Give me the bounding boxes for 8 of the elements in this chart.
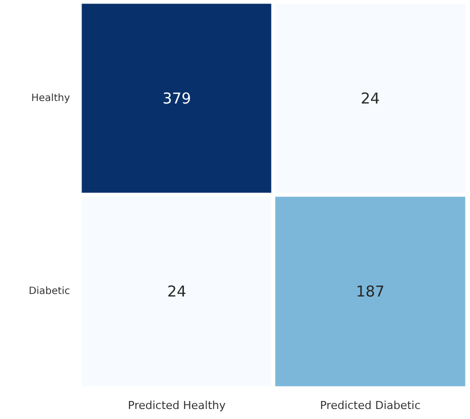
y-tick-label: Diabetic	[28, 286, 70, 297]
data-label: 379	[162, 90, 192, 108]
x-tick-label: Predicted Diabetic	[320, 399, 421, 412]
y-tick-label: Healthy	[31, 93, 70, 104]
data-label: 24	[360, 90, 380, 108]
data-label: 187	[356, 282, 385, 300]
x-tick-label: Predicted Healthy	[128, 399, 226, 412]
data-label: 24	[167, 282, 186, 300]
